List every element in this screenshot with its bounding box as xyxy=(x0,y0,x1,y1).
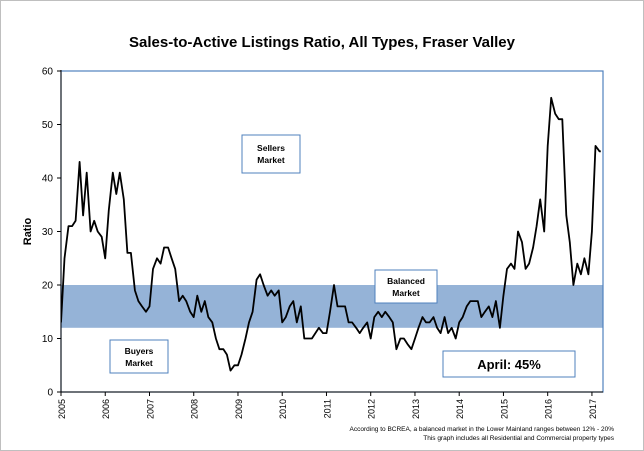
balanced-market-box xyxy=(374,269,438,304)
ratio-series-line xyxy=(61,96,601,372)
x-tick-label: 2016 xyxy=(544,399,554,419)
x-tick-label: 2008 xyxy=(190,399,200,419)
sellers-market-label: Market xyxy=(257,155,285,165)
balanced-market-label: Balanced xyxy=(387,276,425,286)
balanced-market-label: Market xyxy=(392,288,420,298)
y-tick-label: 10 xyxy=(42,334,54,345)
current-value-box xyxy=(442,350,576,378)
y-tick-label: 40 xyxy=(42,174,54,185)
sellers-market-box xyxy=(241,134,301,174)
y-tick-label: 50 xyxy=(42,120,54,131)
y-tick-label: 20 xyxy=(42,281,54,292)
y-axis-label: Ratio xyxy=(22,217,34,245)
x-tick-label: 2017 xyxy=(588,399,598,419)
x-tick-label: 2007 xyxy=(145,399,155,419)
x-tick-label: 2011 xyxy=(322,399,332,418)
x-tick-label: 2012 xyxy=(367,399,377,419)
x-tick-label: 2006 xyxy=(101,399,111,419)
x-tick-label: 2010 xyxy=(278,399,288,419)
buyers-market-label: Market xyxy=(125,358,153,368)
sellers-market-label: Sellers xyxy=(257,143,285,153)
x-tick-label: 2015 xyxy=(499,399,509,419)
footnote-property-types: This graph includes all Residential and … xyxy=(423,435,614,442)
buyers-market-label: Buyers xyxy=(125,346,154,356)
current-value-label: April: 45% xyxy=(477,357,541,372)
x-tick-label: 2009 xyxy=(234,399,244,419)
y-tick-label: 60 xyxy=(42,67,54,78)
x-tick-label: 2014 xyxy=(455,399,465,419)
footnote-balanced-range: According to BCREA, a balanced market in… xyxy=(349,426,614,433)
y-tick-label: 0 xyxy=(47,388,53,399)
x-tick-label: 2005 xyxy=(57,399,67,419)
buyers-market-box xyxy=(109,339,169,374)
y-tick-label: 30 xyxy=(42,227,54,238)
x-tick-label: 2013 xyxy=(411,399,421,419)
chart-title: Sales-to-Active Listings Ratio, All Type… xyxy=(129,34,515,51)
